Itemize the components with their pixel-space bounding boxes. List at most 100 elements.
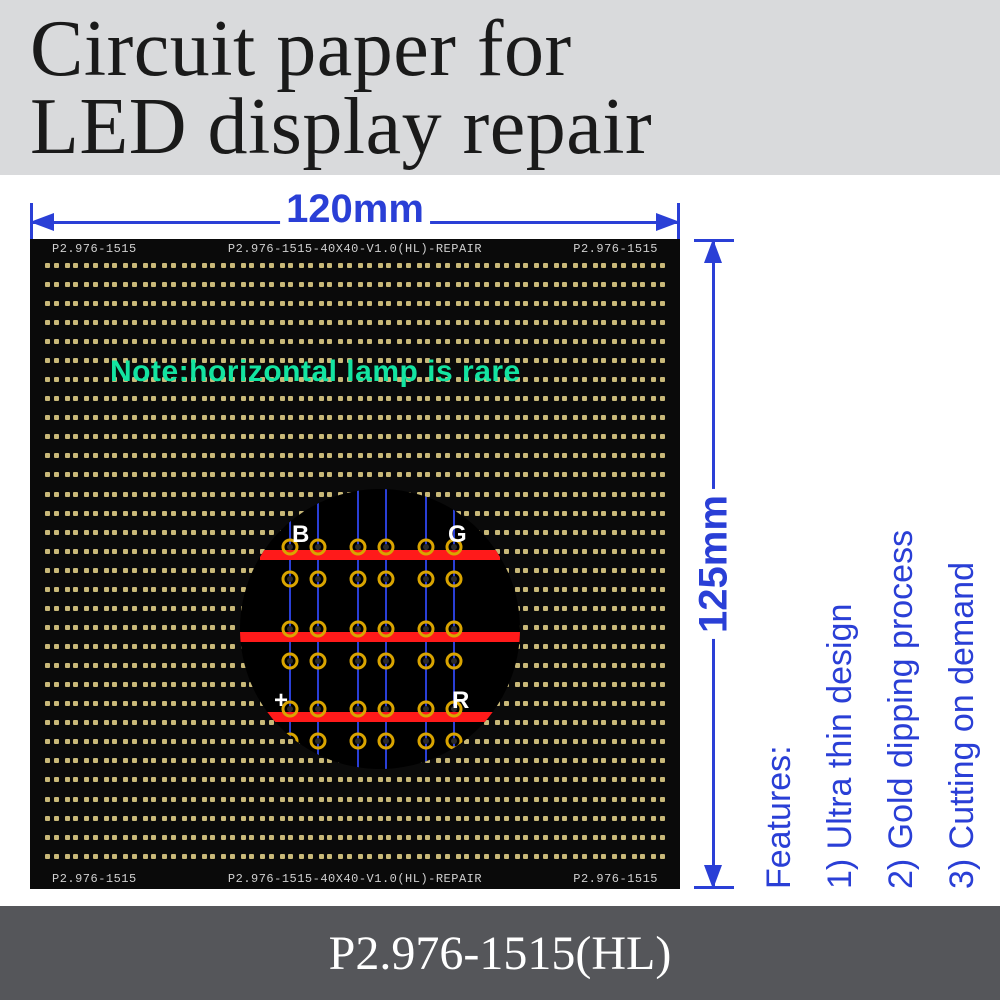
pad-cell: [648, 716, 668, 735]
pad-cell: [414, 392, 434, 411]
pad-cell: [62, 621, 82, 640]
pad-cell: [316, 259, 336, 278]
pad-cell: [316, 411, 336, 430]
pad-cell: [551, 793, 571, 812]
pad-cell: [62, 564, 82, 583]
pad-cell: [531, 640, 551, 659]
pad-cell: [551, 831, 571, 850]
pad-cell: [531, 449, 551, 468]
pad-cell: [277, 850, 297, 869]
pad-cell: [120, 411, 140, 430]
pad-cell: [394, 449, 414, 468]
pad-cell: [159, 583, 179, 602]
pad-cell: [629, 583, 649, 602]
pad-cell: [81, 659, 101, 678]
pad-cell: [81, 735, 101, 754]
pad-cell: [648, 316, 668, 335]
board-note: Note:horizontal lamp is rare: [110, 355, 521, 389]
pad-cell: [531, 526, 551, 545]
pad-cell: [609, 259, 629, 278]
pad-cell: [531, 716, 551, 735]
pad-cell: [492, 716, 512, 735]
pad-cell: [62, 430, 82, 449]
pad-cell: [62, 316, 82, 335]
pad-cell: [433, 773, 453, 792]
pad-cell: [394, 335, 414, 354]
pad-cell: [531, 659, 551, 678]
pad-cell: [101, 507, 121, 526]
pad-cell: [277, 812, 297, 831]
pad-cell: [101, 468, 121, 487]
pad-cell: [42, 545, 62, 564]
pad-cell: [433, 850, 453, 869]
pad-cell: [316, 278, 336, 297]
pad-cell: [257, 488, 277, 507]
pad-cell: [590, 449, 610, 468]
pad-cell: [238, 716, 258, 735]
pad-cell: [316, 831, 336, 850]
pad-cell: [140, 602, 160, 621]
pad-cell: [394, 297, 414, 316]
pad-cell: [62, 583, 82, 602]
pad-cell: [199, 545, 219, 564]
pad-cell: [335, 335, 355, 354]
pad-cell: [414, 773, 434, 792]
pad-cell: [433, 297, 453, 316]
pad-cell: [296, 259, 316, 278]
pad-cell: [296, 297, 316, 316]
pad-cell: [570, 392, 590, 411]
pad-cell: [199, 735, 219, 754]
pad-cell: [609, 850, 629, 869]
pad-cell: [179, 526, 199, 545]
pad-cell: [355, 449, 375, 468]
pad-cell: [101, 773, 121, 792]
pad-cell: [472, 297, 492, 316]
pad-cell: [492, 488, 512, 507]
pad-cell: [629, 564, 649, 583]
pad-cell: [590, 430, 610, 449]
pad-cell: [218, 259, 238, 278]
pad-cell: [531, 373, 551, 392]
pad-cell: [629, 793, 649, 812]
pad-cell: [531, 411, 551, 430]
pad-cell: [296, 430, 316, 449]
pad-cell: [512, 697, 532, 716]
pad-cell: [355, 468, 375, 487]
pad-cell: [101, 621, 121, 640]
model-label: P2.976-1515(HL): [329, 926, 672, 981]
pad-cell: [531, 335, 551, 354]
pad-cell: [335, 850, 355, 869]
pad-cell: [375, 773, 395, 792]
pad-cell: [42, 507, 62, 526]
pad-cell: [609, 468, 629, 487]
pad-cell: [199, 297, 219, 316]
pad-cell: [62, 526, 82, 545]
pad-cell: [159, 678, 179, 697]
pad-cell: [335, 392, 355, 411]
pad-cell: [648, 259, 668, 278]
pad-cell: [648, 621, 668, 640]
pad-cell: [453, 831, 473, 850]
pad-cell: [570, 640, 590, 659]
pad-cell: [257, 793, 277, 812]
pad-cell: [159, 564, 179, 583]
pad-cell: [81, 773, 101, 792]
pad-cell: [648, 411, 668, 430]
pad-cell: [375, 316, 395, 335]
pad-cell: [218, 716, 238, 735]
pad-cell: [238, 430, 258, 449]
pad-cell: [375, 278, 395, 297]
pad-cell: [355, 831, 375, 850]
pad-cell: [179, 659, 199, 678]
pad-cell: [62, 812, 82, 831]
pad-cell: [316, 773, 336, 792]
pad-cell: [570, 716, 590, 735]
pad-cell: [472, 335, 492, 354]
pad-cell: [277, 411, 297, 430]
pad-cell: [257, 773, 277, 792]
pad-cell: [355, 392, 375, 411]
pad-cell: [512, 564, 532, 583]
pad-cell: [199, 640, 219, 659]
pad-cell: [355, 793, 375, 812]
pad-cell: [199, 754, 219, 773]
